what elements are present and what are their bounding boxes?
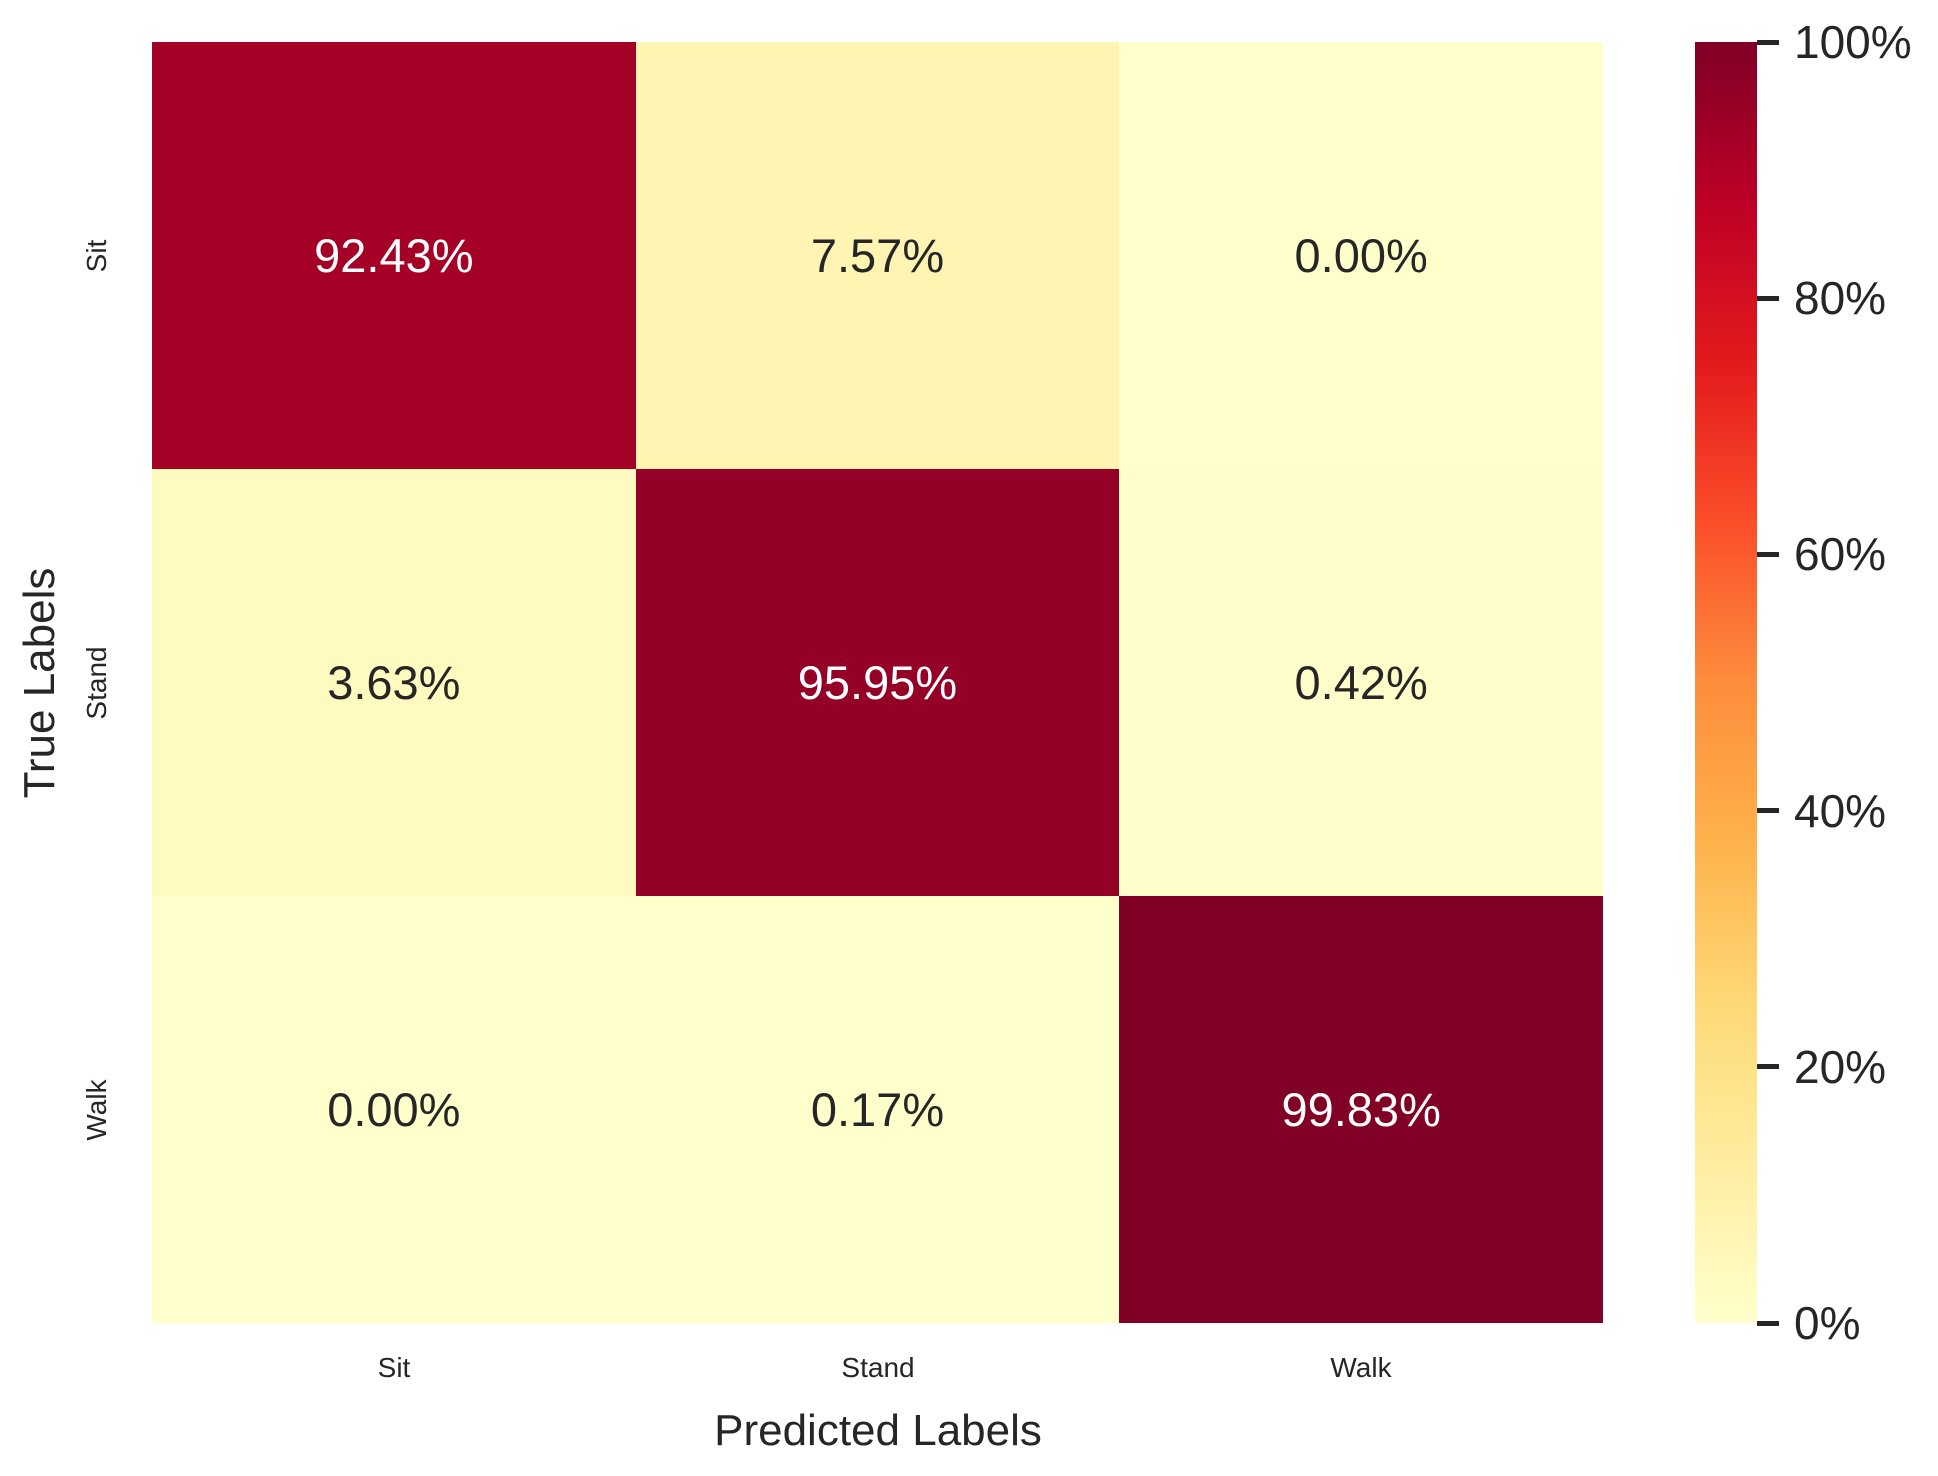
x-axis-title: Predicted Labels [714,1406,1042,1455]
colorbar-tick-label: 60% [1794,528,1887,581]
colorbar-tick-label: 40% [1794,784,1887,837]
x-tick-walk: Walk [1330,1352,1392,1383]
heatmap-cell-stand-walk: 0.42% [1119,469,1603,896]
colorbar: 100% 80% 60% 40% 20% 0% [1695,19,1912,1346]
heatmap-cell-stand-stand: 95.95% [635,469,1120,896]
colorbar-tick-20: 20% [1757,1044,1886,1090]
heatmap-cell-stand-sit: 3.63% [152,469,636,896]
heatmap-cell-walk-walk: 99.83% [1119,896,1603,1323]
colorbar-tick-0: 0% [1757,1300,1860,1346]
y-tick-walk: Walk [81,1079,112,1141]
colorbar-tick-100: 100% [1757,19,1912,65]
heatmap-cell-walk-sit: 0.00% [152,896,636,1323]
heatmap-cell-sit-walk: 0.00% [1119,42,1603,469]
colorbar-tick-mark [1757,295,1779,301]
heatmap-cell-sit-sit: 92.43% [152,42,636,469]
colorbar-tick-mark [1757,39,1779,45]
y-tick-sit: Sit [81,239,112,273]
x-tick-stand: Stand [841,1352,915,1383]
colorbar-tick-60: 60% [1757,531,1886,577]
colorbar-tick-mark [1757,808,1779,814]
colorbar-tick-40: 40% [1757,788,1886,834]
x-tick-sit: Sit [377,1352,411,1383]
y-tick-stand: Stand [81,646,112,720]
colorbar-tick-80: 80% [1757,275,1886,321]
colorbar-tick-label: 80% [1794,272,1887,325]
colorbar-tick-mark [1757,1064,1779,1070]
colorbar-tick-label: 100% [1794,16,1912,68]
colorbar-gradient [1695,42,1757,1323]
y-axis-title: True Labels [15,567,64,799]
colorbar-tick-label: 20% [1794,1040,1887,1093]
colorbar-tick-mark [1757,1320,1779,1326]
colorbar-tick-label: 0% [1794,1297,1861,1349]
heatmap-cell-walk-stand: 0.17% [635,896,1120,1323]
heatmap-cell-sit-stand: 7.57% [635,42,1120,469]
heatmap-grid: 92.43% 7.57% 0.00% 3.63% 95.95% 0.42% 0.… [152,42,1603,1323]
colorbar-tick-mark [1757,551,1779,557]
